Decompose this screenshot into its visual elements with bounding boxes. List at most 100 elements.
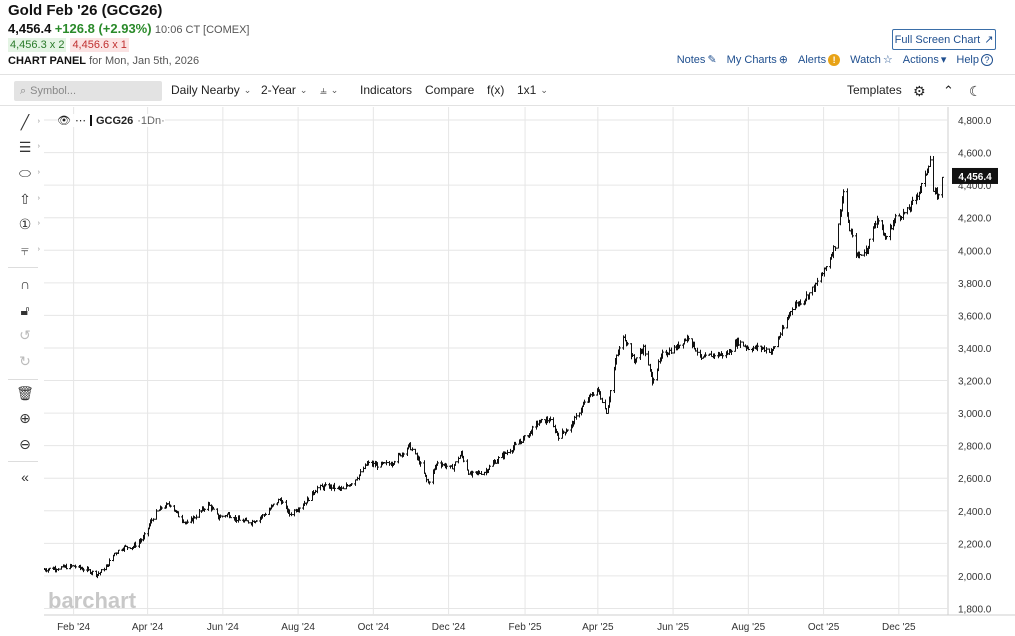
ohlc-bar: [402, 452, 405, 457]
submenu-arrow-icon: ›: [37, 118, 40, 125]
lock-tool[interactable]: 🔓︎: [14, 300, 36, 320]
ohlc-bar: [825, 266, 828, 272]
edit-icon: ✎: [707, 54, 717, 66]
aggregation-label: Daily Nearby: [171, 83, 240, 97]
magnet-tool[interactable]: ∩: [14, 274, 36, 294]
actions-menu[interactable]: Actions ▾: [903, 53, 947, 66]
collapse-button[interactable]: ⌃: [943, 83, 954, 99]
period-dropdown[interactable]: 2-Year ⌄: [261, 83, 307, 97]
tools-divider: [8, 461, 38, 462]
ohlc-bar: [747, 346, 750, 351]
alerts-label: Alerts: [798, 53, 827, 66]
ohlc-bar: [668, 347, 671, 356]
indicators-button[interactable]: Indicators: [360, 83, 412, 97]
y-tick-label: 3,600.0: [958, 311, 992, 322]
ohlc-bar: [108, 558, 111, 567]
ohlc-bar: [203, 508, 206, 512]
shapes-tool[interactable]: ⬭ ›: [14, 163, 40, 183]
dark-mode-toggle[interactable]: ☾: [969, 83, 982, 100]
ohlc-bar: [696, 347, 699, 356]
templates-button[interactable]: Templates: [847, 83, 902, 97]
fibonacci-tool[interactable]: ☰ ›: [14, 137, 40, 157]
settings-button[interactable]: ⚙: [913, 83, 926, 100]
barchart-watermark: barchart: [48, 588, 137, 613]
measure-icon: ⫧: [21, 241, 29, 258]
x-tick-label: Apr '25: [582, 622, 614, 633]
y-tick-label: 1,800.0: [958, 604, 992, 615]
symbol-search-input[interactable]: ⌕ Symbol...: [14, 81, 162, 101]
ohlc-bar: [601, 397, 604, 404]
x-tick-label: Dec '24: [432, 622, 466, 633]
trendline-icon: ╱: [20, 113, 30, 130]
ask-quote: 4,456.6 x 1: [70, 38, 129, 52]
zoom-out-icon: ⊖: [19, 435, 31, 452]
y-tick-label: 4,400.0: [958, 181, 992, 192]
eye-icon[interactable]: 👁︎: [57, 115, 71, 127]
notes-link[interactable]: Notes ✎: [677, 53, 717, 66]
aggregation-dropdown[interactable]: Daily Nearby ⌄: [171, 83, 251, 97]
ohlc-bar: [868, 238, 871, 249]
ohlc-bar: [765, 347, 768, 354]
ohlc-bar: [57, 568, 60, 571]
tools-divider: [8, 267, 38, 268]
ohlc-bar: [851, 228, 854, 238]
ohlc-bar: [837, 223, 840, 249]
fx-button[interactable]: f(x): [487, 83, 504, 97]
zoom-in-button[interactable]: ⊕: [14, 408, 36, 428]
bar-type-dropdown[interactable]: ⫨ ⌄: [320, 83, 338, 98]
help-link[interactable]: Help?: [956, 53, 993, 66]
measure-tool[interactable]: ⫧ ›: [14, 240, 40, 260]
chevron-down-icon: ⌄: [299, 84, 308, 95]
undo-button[interactable]: ↺: [14, 325, 36, 345]
ohlc-bar: [466, 459, 469, 471]
ohlc-bar: [445, 463, 448, 470]
x-tick-label: Jun '25: [657, 622, 689, 633]
x-tick-label: Aug '24: [281, 622, 315, 633]
chart-grid: [44, 107, 1015, 616]
price-chart[interactable]: 1,800.0 2,000.0 2,200.0 2,400.0 2,600.0 2,800…: [44, 107, 1015, 636]
ohlc-bar: [557, 432, 560, 441]
x-tick-label: Apr '24: [132, 622, 164, 633]
x-tick-label: Jun '24: [207, 622, 239, 633]
y-tick-label: 2,800.0: [958, 442, 992, 453]
redo-button[interactable]: ↻: [14, 351, 36, 371]
unlock-icon: 🔓︎: [20, 301, 30, 318]
my-charts-label: My Charts: [726, 54, 777, 66]
ohlc-bar: [488, 464, 491, 470]
layout-dropdown[interactable]: 1x1 ⌄: [517, 83, 548, 97]
y-tick-label: 3,800.0: [958, 279, 992, 290]
last-price-label: 4,456.4: [958, 172, 992, 183]
collapse-tools-button[interactable]: «: [14, 467, 36, 487]
ohlc-bars-icon: ⫨: [320, 83, 327, 97]
compare-label: Compare: [425, 83, 475, 97]
arrow-tool[interactable]: ⇧ ›: [14, 189, 40, 209]
ohlc-bar: [247, 520, 250, 524]
watch-link[interactable]: Watch ☆: [850, 53, 893, 66]
help-label: Help: [956, 53, 979, 66]
zoom-out-button[interactable]: ⊖: [14, 434, 36, 454]
ohlc-bar: [848, 219, 851, 232]
ohlc-bar: [451, 463, 454, 470]
alerts-link[interactable]: Alerts!: [798, 53, 841, 66]
ohlc-bar: [514, 441, 517, 446]
price-axis: 1,800.0 2,000.0 2,200.0 2,400.0 2,600.0 2,800…: [958, 116, 992, 615]
trendline-tool[interactable]: ╱ ›: [14, 112, 40, 132]
ohlc-bar: [583, 399, 586, 405]
y-tick-label: 2,400.0: [958, 507, 992, 518]
my-charts-link[interactable]: My Charts ⊕: [727, 53, 788, 66]
chart-legend[interactable]: 👁︎ ⋯ GCG26 ·1Dn·: [57, 114, 165, 127]
more-icon[interactable]: ⋯: [74, 115, 86, 127]
ohlc-bar: [506, 449, 509, 456]
compare-button[interactable]: Compare: [425, 83, 474, 97]
ohlc-bar: [134, 541, 137, 548]
ohlc-bar: [811, 286, 814, 296]
delete-drawings-button[interactable]: 🗑︎: [14, 383, 36, 403]
question-icon: ?: [981, 53, 993, 66]
indicators-label: Indicators: [360, 83, 413, 97]
ohlc-bar: [221, 515, 224, 518]
annotation-tool[interactable]: ① ›: [14, 214, 40, 234]
arrow-up-icon: ⇧: [19, 190, 31, 207]
x-tick-label: Aug '25: [732, 622, 766, 633]
full-screen-chart-button[interactable]: Full Screen Chart ↗: [892, 29, 996, 50]
ohlc-bar: [773, 346, 776, 349]
